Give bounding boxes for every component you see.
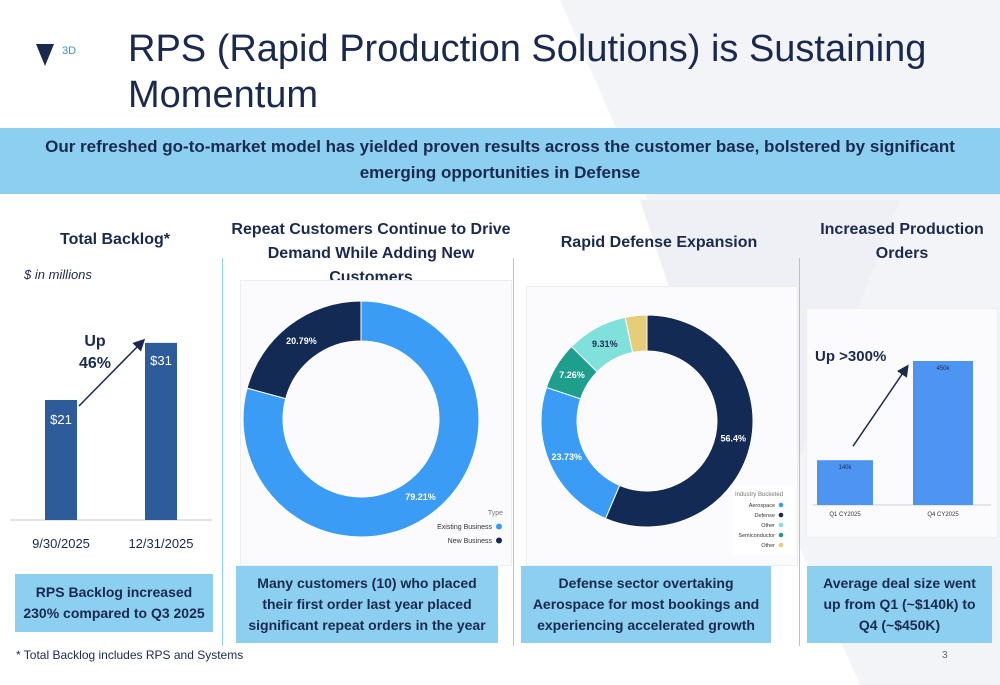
backlog-bar	[145, 342, 177, 520]
defense-legend-bg	[733, 485, 795, 555]
orders-chart: 140k Q1 CY2025 450k Q4 CY2025 Up >300%	[806, 308, 998, 538]
defense-legend-swatch	[778, 532, 784, 538]
customers-legend-swatch	[496, 523, 502, 530]
defense-slice	[624, 314, 648, 354]
defense-slice	[604, 314, 754, 528]
defense-legend-title: Industry Bucketed	[735, 492, 783, 498]
divider-2	[513, 258, 514, 646]
backlog-category-label: 9/30/2025	[32, 536, 90, 551]
divider-3	[799, 258, 800, 646]
customers-legend-title: Type	[488, 510, 503, 517]
orders-growth-arrow	[852, 364, 909, 447]
page-number: 3	[942, 650, 948, 661]
page-title: RPS (Rapid Production Solutions) is Sust…	[128, 28, 927, 116]
footnote: * Total Backlog includes RPS and Systems	[16, 648, 244, 662]
defense-legend-label: Semiconductor	[738, 533, 775, 539]
orders-heading: Increased Production Orders	[820, 221, 984, 262]
backlog-category-label: 12/31/2025	[128, 536, 193, 551]
backlog-bar	[45, 400, 77, 520]
defense-legend-swatch	[778, 542, 784, 548]
customers-slice	[246, 300, 362, 400]
defense-legend-label: Other	[761, 543, 775, 549]
defense-legend-label: Other	[761, 523, 775, 529]
backlog-summary-box: RPS Backlog increased 230% compared to Q…	[15, 574, 213, 632]
defense-slice-label: 23.73%	[551, 452, 582, 462]
defense-heading: Rapid Defense Expansion	[560, 234, 758, 251]
defense-slice-label: 56.4%	[720, 434, 746, 444]
company-logo: 3D	[36, 44, 76, 66]
orders-bar	[817, 460, 873, 505]
customers-chart: 79.21% 20.79% Type Existing Business New Bus…	[240, 280, 512, 566]
customers-slice-label: 79.21%	[405, 492, 436, 502]
backlog-growth-arrow	[78, 338, 146, 407]
divider-1	[222, 258, 223, 646]
customers-slice	[242, 300, 480, 538]
orders-bar-label: 450k	[936, 366, 950, 372]
banner-bar	[0, 128, 1000, 194]
orders-bar-label: 140k	[838, 465, 852, 471]
customers-summary-box: Many customers (10) who placed their fir…	[236, 566, 498, 643]
defense-legend-label: Aerospace	[749, 503, 775, 509]
orders-category-label: Q1 CY2025	[829, 512, 861, 518]
banner-text: Our refreshed go-to-market model has yie…	[45, 137, 955, 182]
orders-summary-box: Average deal size went up from Q1 (~$140…	[807, 566, 992, 643]
defense-chart: 56.4% 23.73% 7.26% 9.31% Industry Bucketed Ae…	[526, 286, 798, 566]
logo-v-icon	[36, 44, 54, 66]
defense-slice-label: 7.26%	[559, 370, 585, 380]
backlog-chart: $21 9/30/2025 $31 12/31/2025 Up 46%	[10, 333, 212, 551]
backlog-bar-label: $21	[50, 412, 72, 427]
backlog-unit-note: $ in millions	[24, 267, 92, 282]
backlog-bar-label: $31	[150, 353, 172, 368]
customers-legend-label: New Business	[448, 538, 493, 545]
defense-legend-label: Defense	[755, 513, 776, 519]
defense-legend-swatch	[778, 522, 784, 528]
defense-legend-swatch	[778, 512, 784, 518]
defense-legend-swatch	[778, 502, 784, 508]
backlog-growth-label: Up	[84, 333, 106, 350]
backlog-heading: Total Backlog*	[60, 231, 170, 248]
backlog-growth-label: 46%	[79, 355, 111, 372]
customers-legend-swatch	[496, 537, 502, 544]
orders-category-label: Q4 CY2025	[927, 512, 959, 518]
customers-legend-label: Existing Business	[437, 524, 492, 531]
defense-summary-box: Defense sector overtaking Aerospace for …	[521, 566, 771, 643]
orders-growth-label: Up >300%	[815, 348, 886, 365]
customers-slice-label: 20.79%	[286, 336, 317, 346]
logo-text: 3D	[62, 45, 76, 57]
defense-slice-label: 9.31%	[592, 339, 618, 349]
orders-bar	[913, 361, 973, 505]
